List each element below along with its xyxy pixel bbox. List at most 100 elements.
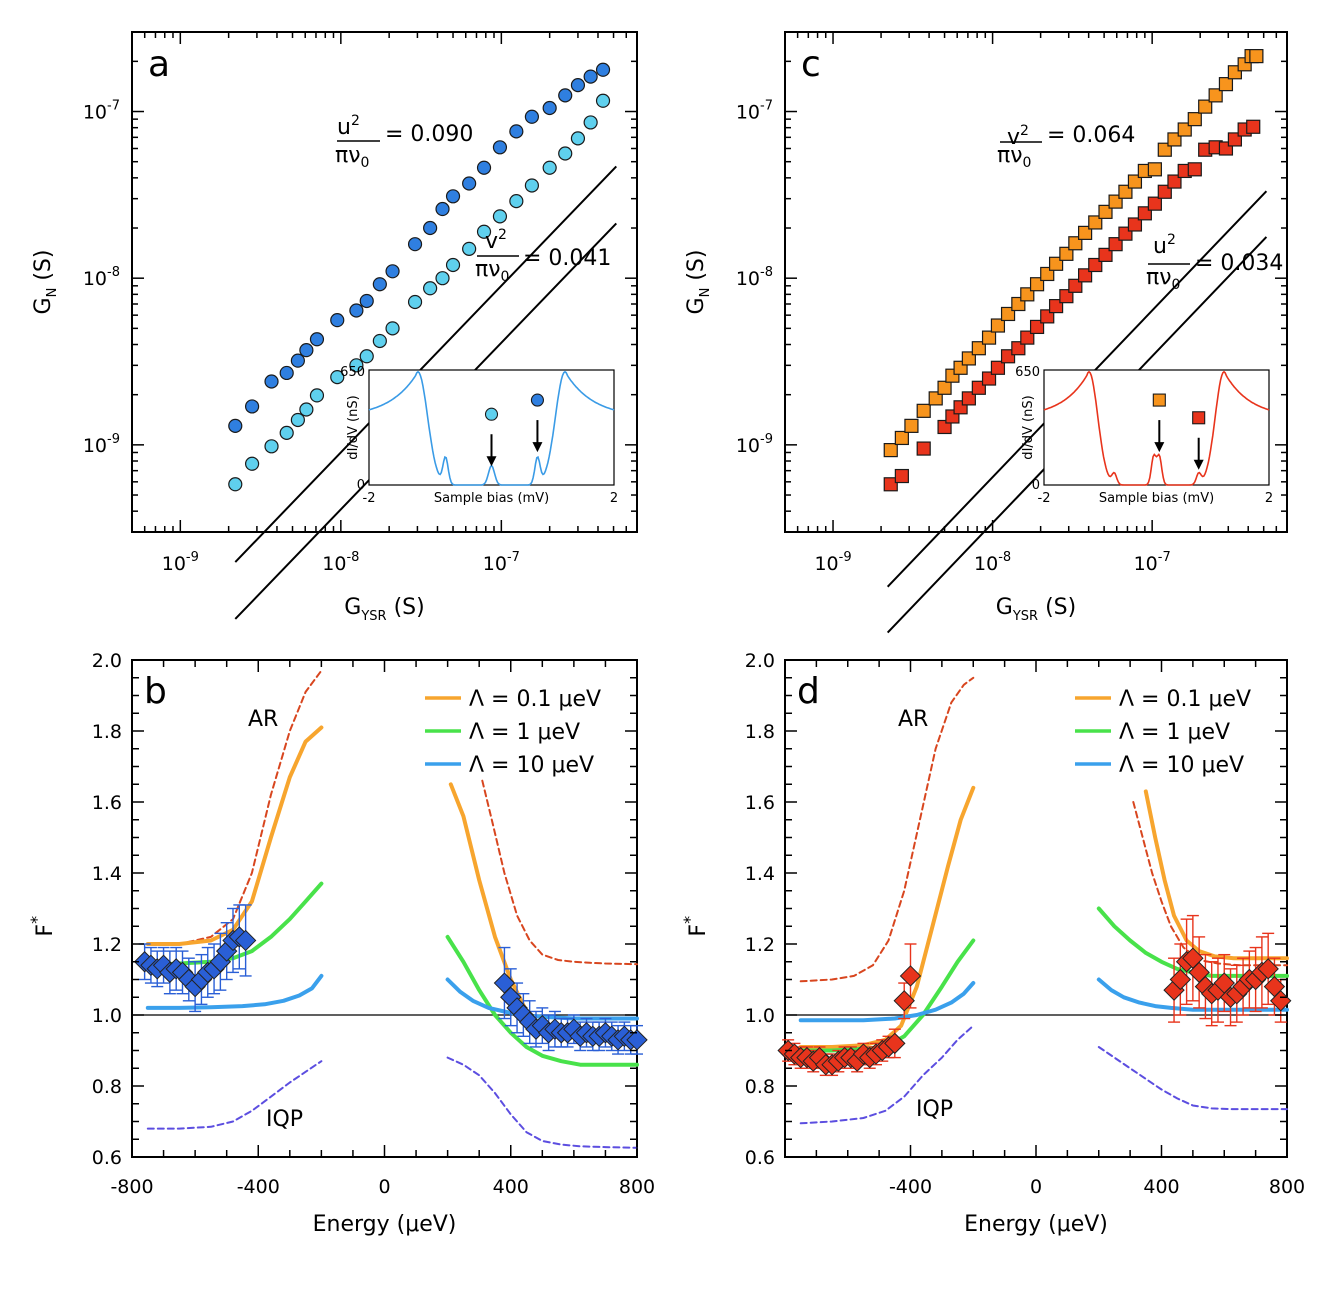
- y-axis-label: F*: [27, 916, 58, 937]
- data-point: [492, 140, 508, 155]
- svg-text:πν0: πν0: [1146, 265, 1180, 293]
- data-point: [264, 439, 279, 454]
- inset-curve: [1043, 370, 1270, 486]
- data-point: [916, 403, 931, 418]
- plot-frame-c: [784, 31, 1288, 533]
- ar-curve-left: [146, 669, 323, 945]
- y-tick-label: 0.6: [92, 1147, 122, 1169]
- x-tick-label: 400: [493, 1176, 529, 1198]
- y-axis-label: GN (S): [684, 250, 713, 315]
- inset-x-tick-label: 2: [1265, 491, 1273, 506]
- x-tick-label: 10-7: [483, 550, 520, 575]
- svg-text:πν0: πν0: [997, 143, 1031, 171]
- x-tick-label: 0: [1030, 1176, 1042, 1198]
- x-axis-label: GYSR (S): [344, 595, 424, 624]
- y-tick-label: 10-7: [83, 99, 120, 124]
- iqp-curve-left: [799, 1024, 975, 1125]
- lambda-curve-2-left: [798, 938, 976, 1053]
- svg-text:= 0.034: = 0.034: [1195, 251, 1283, 276]
- data-point: [1011, 341, 1026, 356]
- inset-frame: [1043, 369, 1270, 486]
- plot-frame-a: [131, 31, 638, 533]
- data-point: [435, 271, 450, 286]
- svg-text:πν0: πν0: [475, 257, 509, 285]
- svg-text:u2: u2: [1153, 232, 1176, 259]
- data-point: [1029, 319, 1045, 335]
- data-point: [990, 360, 1006, 375]
- inset-y-tick-label: 650: [340, 365, 365, 380]
- data-point: [894, 468, 909, 484]
- data-point: [349, 303, 364, 318]
- x-tick-label: 10-9: [162, 550, 199, 575]
- data-point: [558, 88, 573, 103]
- panel-b: -800 -400 0 400 800 0.6 0.8 1.0 1.2 1.4 1.6 1.8 2.0 E…: [27, 650, 655, 1237]
- x-tick-label: -800: [110, 1176, 153, 1198]
- y-tick-label: 1.4: [92, 863, 122, 885]
- data-point: [583, 69, 598, 84]
- inset-a: 650 0-2 2 Sample bias (mV) dI/dV (nS): [340, 365, 618, 506]
- data-point: [385, 264, 400, 279]
- data-point: [330, 369, 345, 385]
- data-point: [558, 146, 573, 161]
- data-point: [299, 402, 314, 417]
- data-point: [279, 425, 294, 440]
- svg-text:u2: u2: [337, 113, 360, 140]
- panel-label-b: b: [144, 671, 167, 712]
- data-point: [423, 220, 438, 236]
- data-point: [961, 391, 976, 406]
- y-tick-label: 10-8: [83, 265, 120, 290]
- data-point: [445, 257, 461, 273]
- data-point: [1270, 990, 1292, 1012]
- iqp-curve-right: [446, 1056, 638, 1149]
- svg-text:v2: v2: [1007, 123, 1029, 150]
- data-point: [476, 224, 492, 239]
- annotation-a2: v2 πν0 = 0.041: [475, 227, 611, 285]
- data-point: [244, 399, 260, 414]
- legend-label: Λ = 1 μeV: [469, 720, 580, 745]
- y-tick-label: 1.6: [745, 792, 775, 814]
- fit-line: [234, 165, 617, 563]
- svg-text:= 0.041: = 0.041: [523, 246, 611, 271]
- iqp-curve-right: [1097, 1046, 1288, 1111]
- data-point: [937, 419, 952, 435]
- data-point: [407, 294, 423, 310]
- lambda-curve-1-left: [798, 785, 976, 1049]
- data-point: [407, 237, 423, 252]
- y-axis-label: GN (S): [31, 250, 60, 315]
- data-point: [884, 1032, 906, 1055]
- data-point: [1068, 236, 1083, 251]
- data-point: [309, 388, 325, 403]
- curve-label-ar: AR: [898, 707, 928, 732]
- x-tick-label: 10-9: [814, 550, 851, 575]
- y-tick-label: 10-9: [736, 432, 773, 457]
- data-point: [228, 477, 243, 492]
- data-point: [893, 990, 915, 1012]
- x-tick-label: 10-7: [1134, 550, 1171, 575]
- data-point: [981, 371, 997, 386]
- data-point: [899, 965, 922, 987]
- data-point: [244, 456, 260, 471]
- inset-marker: [530, 393, 544, 407]
- data-point: [1257, 958, 1279, 980]
- data-point: [1068, 278, 1083, 293]
- y-tick-label: 10-7: [736, 99, 773, 124]
- y-tick-label: 2.0: [745, 650, 775, 672]
- legend-label: Λ = 0.1 μeV: [1119, 687, 1251, 712]
- curve-label-iqp: IQP: [916, 1097, 953, 1122]
- inset-x-axis-label: Sample bias (mV): [1099, 491, 1214, 506]
- data-point: [524, 109, 540, 124]
- y-axis-label: F*: [680, 916, 711, 937]
- data-point: [542, 100, 557, 116]
- data-point: [542, 160, 557, 175]
- data-point: [1020, 330, 1035, 345]
- inset-x-tick-label: 2: [610, 491, 618, 506]
- data-point: [971, 341, 986, 356]
- panel-d: -400 0 400 800 0.6 0.8 1.0 1.2 1.4 1.6 1.8 2.0 Energ…: [680, 650, 1305, 1237]
- panel-label-c: c: [801, 44, 821, 85]
- data-point: [937, 380, 952, 395]
- svg-text:= 0.090: = 0.090: [385, 122, 473, 147]
- x-axis-label: Energy (μeV): [313, 1212, 457, 1237]
- data-point: [1246, 119, 1261, 134]
- x-tick-label: 10-8: [974, 550, 1011, 575]
- data-point: [1078, 225, 1093, 240]
